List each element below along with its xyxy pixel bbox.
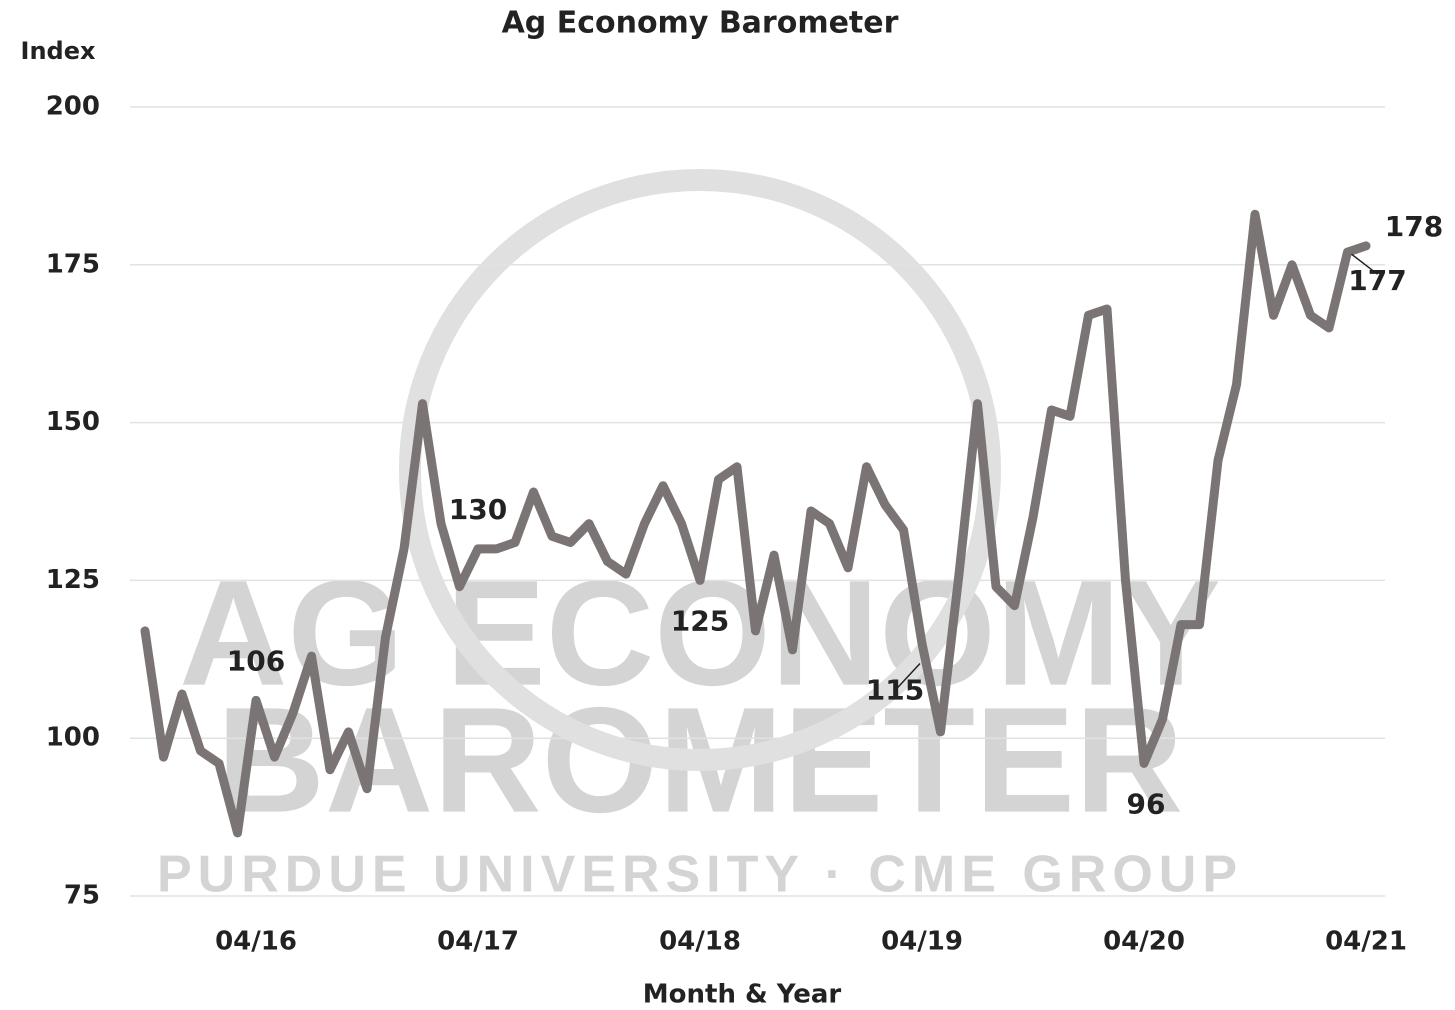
x-tick-label: 04/19 <box>881 927 963 957</box>
x-tick-label: 04/20 <box>1103 927 1185 957</box>
data-label: 177 <box>1348 264 1406 297</box>
y-tick-label: 175 <box>46 249 100 279</box>
y-tick-label: 200 <box>46 92 100 122</box>
data-label: 125 <box>671 604 729 637</box>
watermark-text: PURDUE UNIVERSITY · CME GROUP <box>157 846 1243 904</box>
x-tick-label: 04/17 <box>437 927 519 957</box>
y-axis-label: Index <box>21 37 96 65</box>
data-label: 106 <box>227 644 285 677</box>
chart: AG ECONOMY BAROMETER PURDUE UNIVERSITY ·… <box>0 0 1455 1010</box>
chart-title: Ag Economy Barometer <box>502 6 899 41</box>
y-tick-label: 125 <box>46 565 100 595</box>
x-axis-label: Month & Year <box>643 980 842 1010</box>
data-label: 115 <box>866 674 924 707</box>
y-tick-label: 100 <box>46 723 100 753</box>
x-tick-label: 04/18 <box>659 927 741 957</box>
data-label: 178 <box>1385 210 1443 243</box>
watermark: AG ECONOMY BAROMETER PURDUE UNIVERSITY ·… <box>157 180 1243 904</box>
y-tick-label: 150 <box>46 407 100 437</box>
data-label: 130 <box>449 493 507 526</box>
x-tick-label: 04/21 <box>1325 927 1407 957</box>
x-tick-label: 04/16 <box>215 927 297 957</box>
data-label: 96 <box>1127 787 1166 820</box>
y-tick-label: 75 <box>64 881 100 911</box>
